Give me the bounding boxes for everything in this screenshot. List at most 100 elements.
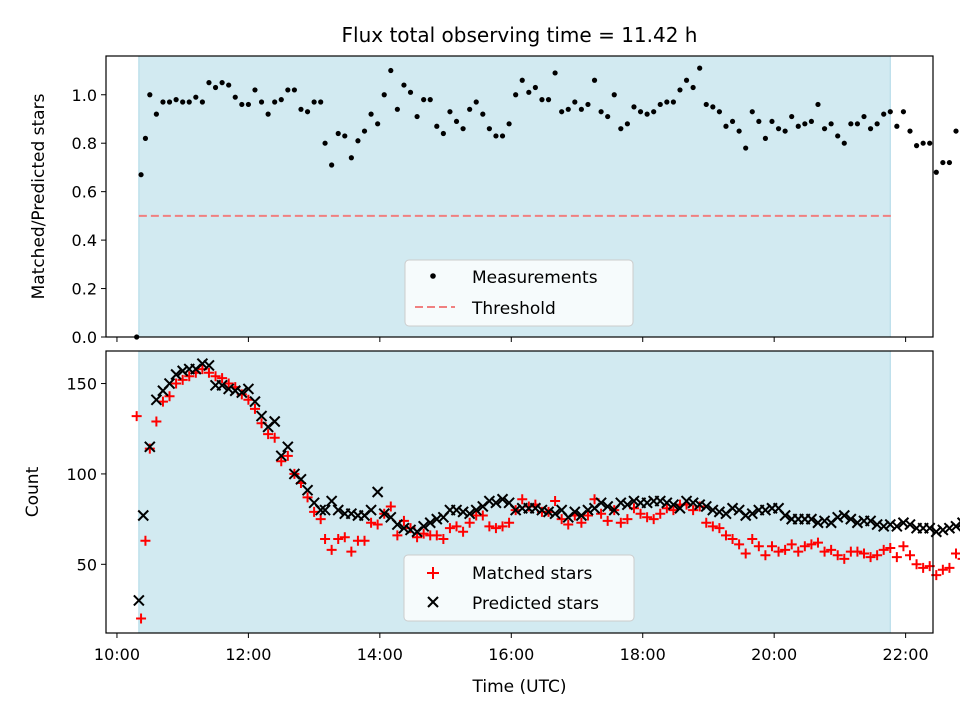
measurement-point [808, 118, 815, 125]
measurement-point [265, 111, 271, 117]
matched-star-point [431, 530, 442, 541]
predicted-star-point [937, 524, 949, 536]
matched-star-point [326, 544, 337, 555]
measurement-point [664, 99, 670, 105]
predicted-star-point [365, 504, 377, 516]
measurement-point [900, 109, 907, 115]
measurement-point [795, 123, 801, 129]
matched-star-point [707, 521, 718, 532]
matched-star-point [655, 508, 666, 519]
measurement-point [552, 70, 558, 76]
matched-star-point [346, 546, 357, 557]
bottom-axes: 50 100 150 10:00 12:00 14:00 16:00 18:00 20:00 2… [23, 350, 960, 664]
matched-star-point [918, 562, 929, 573]
measurement-point [729, 118, 736, 125]
matched-star-point [464, 517, 475, 528]
matched-star-point [635, 508, 646, 519]
x-tick-label: 14:00 [357, 645, 403, 664]
predicted-star-point [700, 500, 712, 513]
matched-star-point [418, 528, 429, 539]
measurement-point [311, 99, 317, 105]
matched-star-point [339, 532, 350, 543]
top-axes: 0.0 0.2 0.4 0.6 0.8 1.0 Matched/Predicted sta… [29, 55, 960, 347]
measurement-point [173, 97, 179, 103]
bottom-y-tick-label: 100 [66, 465, 97, 484]
predicted-star-point [628, 495, 640, 507]
matched-star-point [766, 541, 777, 552]
measurement-point [697, 65, 703, 71]
matched-star-point [451, 521, 462, 532]
predicted-star-point [371, 486, 384, 498]
matched-star-point [263, 429, 274, 440]
measurement-point [180, 99, 186, 105]
matched-star-point [490, 523, 501, 534]
measurement-point [618, 126, 624, 132]
measurement-point [166, 99, 173, 105]
predicted-star-point [891, 520, 903, 533]
measurement-point [160, 99, 166, 105]
predicted-star-point [229, 385, 241, 397]
measurement-point [142, 135, 149, 141]
matched-star-point [366, 517, 377, 528]
measurement-point [526, 89, 532, 95]
matched-star-point [497, 521, 508, 532]
matched-star-point [865, 552, 876, 563]
measurement-point [572, 99, 578, 105]
predicted-star-point [601, 500, 614, 513]
matched-star-point [550, 496, 561, 507]
matched-star-point [523, 501, 534, 512]
measurement-point [278, 97, 284, 103]
measurement-point [775, 126, 782, 132]
measurement-point [381, 92, 387, 98]
predicted-star-point [818, 515, 831, 527]
predicted-star-point [904, 518, 916, 531]
measurement-point [335, 130, 341, 137]
predicted-star-point [845, 513, 857, 525]
matched-star-point [504, 517, 515, 528]
measurement-point [631, 104, 637, 110]
matched-star-point [392, 530, 403, 541]
measurement-point [480, 111, 486, 117]
measurement-point [348, 155, 354, 161]
measurement-point [375, 121, 381, 127]
matched-star-point [385, 501, 396, 512]
measurement-point [272, 99, 278, 105]
predicted-star-point [509, 504, 522, 516]
measurement-point [624, 121, 630, 127]
measurement-point [756, 118, 762, 125]
matched-star-point [786, 539, 797, 550]
measurement-point [447, 109, 453, 115]
predicted-star-point [133, 594, 145, 607]
predicted-star-point [196, 357, 209, 370]
measurement-point [605, 113, 611, 120]
predicted-star-point [137, 509, 149, 522]
measurement-point [545, 97, 552, 103]
measurement-point [821, 126, 828, 132]
measurement-point [946, 159, 953, 166]
predicted-star-point [236, 386, 248, 399]
matched-star-point [596, 508, 607, 519]
predicted-star-point [713, 506, 726, 518]
measurement-point [232, 94, 238, 100]
legend-label-matched: Matched stars [472, 564, 592, 584]
measurement-point [153, 111, 159, 117]
measurement-point [841, 140, 847, 146]
predicted-star-point [687, 497, 699, 509]
predicted-star-point [450, 504, 463, 516]
predicted-star-point [667, 498, 680, 511]
matched-star-point [372, 519, 383, 530]
measurement-point [854, 121, 861, 127]
matched-star-point [276, 456, 287, 467]
measurement-point [887, 109, 893, 115]
predicted-star-point [726, 502, 739, 514]
predicted-star-point [542, 506, 555, 518]
measurement-point [401, 82, 407, 88]
predicted-star-point [621, 498, 634, 511]
predicted-star-point [417, 520, 430, 533]
measurement-point [219, 80, 225, 86]
measurement-point [894, 123, 900, 129]
matched-star-point [799, 541, 810, 552]
matched-star-point [957, 557, 960, 560]
matched-star-point [203, 367, 214, 378]
predicted-star-point [242, 383, 255, 395]
